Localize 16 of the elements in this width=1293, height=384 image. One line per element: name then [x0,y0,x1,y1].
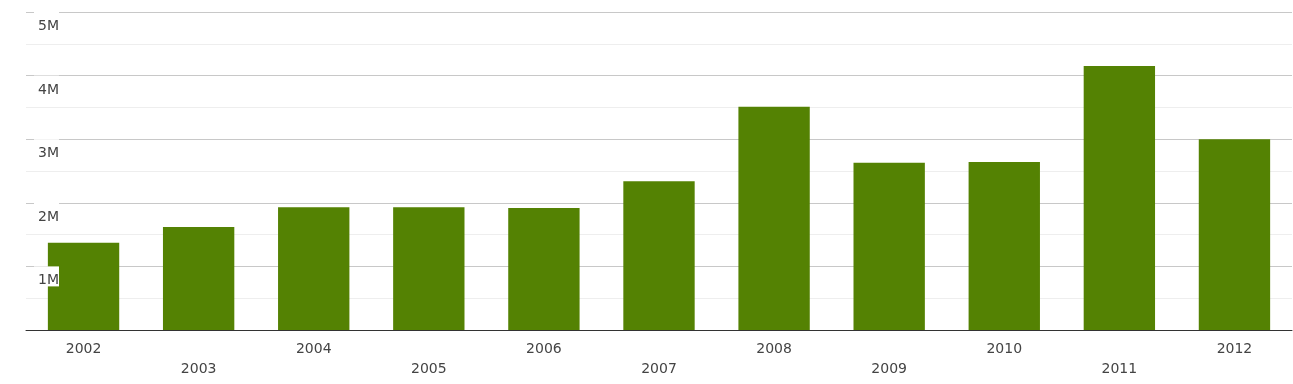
x-tick-label: 2011 [1101,360,1138,376]
x-tick-label: 2004 [295,340,332,356]
y-tick-label: 3M [38,144,59,161]
x-tick-label: 2002 [65,340,102,356]
x-tick-label: 2005 [411,360,447,376]
x-tick-label: 2010 [986,340,1023,356]
x-tick-label: 2003 [180,360,217,376]
y-tick-label: 1M [38,271,59,288]
x-tick-label: 2008 [756,340,792,356]
x-tick-label: 2009 [871,360,907,376]
y-tick-label: 4M [38,80,59,97]
x-tick-label: 2007 [641,360,677,376]
x-tick-label: 2012 [1216,340,1253,356]
x-tick-label: 2006 [526,340,562,356]
y-tick-label: 2M [38,207,59,224]
y-tick-label: 5M [38,17,59,33]
